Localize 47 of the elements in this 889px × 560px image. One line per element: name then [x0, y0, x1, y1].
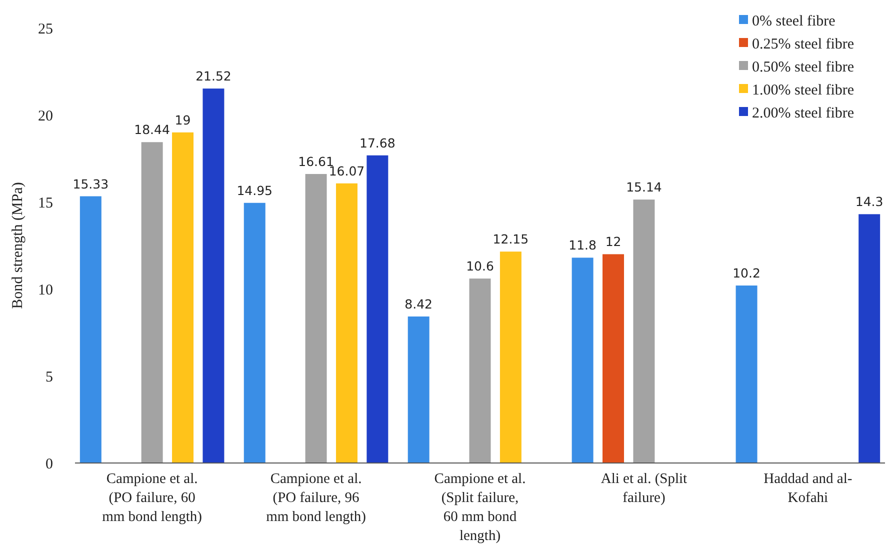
bar	[141, 142, 163, 463]
bar	[202, 88, 224, 463]
y-tick-label: 20	[38, 108, 53, 124]
x-tick-label: Haddad and al-Kofahi	[764, 471, 852, 506]
data-label: 12	[605, 234, 622, 250]
data-label: 21.52	[196, 68, 232, 84]
data-label: 11.8	[568, 238, 597, 253]
y-tick-label: 10	[38, 282, 53, 298]
data-label: 14.95	[236, 182, 273, 198]
data-label: 8.42	[404, 296, 433, 312]
data-label: 19	[174, 112, 191, 128]
data-label: 15.33	[72, 176, 109, 192]
legend-label: 0.25% steel fibre	[752, 36, 854, 52]
y-tick-label: 0	[46, 456, 53, 472]
bar	[80, 196, 102, 463]
bar	[172, 132, 194, 463]
bar	[500, 252, 522, 463]
bar	[336, 183, 358, 463]
bar	[305, 174, 327, 463]
bar	[366, 155, 388, 463]
bar	[408, 316, 430, 463]
x-tick-label: Campione et al. (Split failure, 60 mm bond length)	[434, 471, 526, 544]
y-axis-title: Bond strength (MPa)	[10, 182, 26, 309]
legend-label: 1.00% steel fibre	[752, 82, 854, 98]
bar	[858, 214, 880, 463]
data-label: 17.68	[360, 135, 396, 150]
y-tick-label: 5	[46, 369, 53, 386]
data-label: 12.15	[492, 232, 529, 247]
x-tick-label: Campione et al. (PO failure, 96 mm bond length)	[266, 471, 366, 525]
y-tick-label: 25	[38, 21, 53, 38]
bar	[602, 254, 624, 463]
bar	[633, 200, 655, 463]
legend-label: 0.50% steel fibre	[752, 59, 854, 76]
data-label: 14.3	[855, 194, 884, 210]
bar	[469, 278, 491, 463]
legend-label: 2.00% steel fibre	[752, 105, 854, 122]
data-label: 15.14	[626, 180, 662, 195]
legend-label: 0% steel fibre	[752, 13, 836, 30]
bar	[736, 286, 758, 463]
bar	[244, 202, 266, 463]
x-tick-label: Ali et al. (Split failure)	[600, 471, 688, 506]
y-tick-label: 15	[38, 195, 53, 212]
x-tick-label: Campione et al. (PO failure, 60 mm bond length)	[102, 471, 202, 525]
data-label: 10.6	[466, 258, 494, 274]
data-label: 18.44	[134, 122, 170, 138]
bar	[572, 258, 594, 463]
data-label: 10.2	[732, 266, 760, 281]
